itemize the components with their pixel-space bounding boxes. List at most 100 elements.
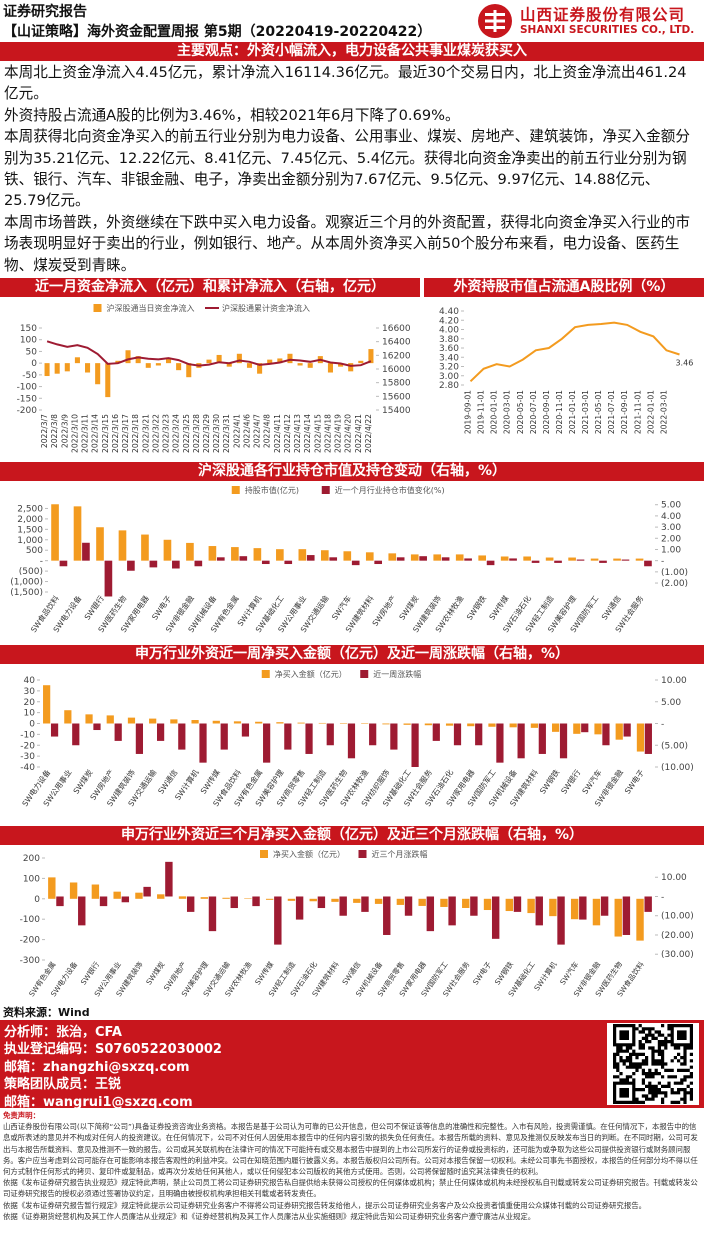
bar <box>488 723 496 727</box>
bar <box>500 556 509 561</box>
x-tick-label: SW汽车 <box>558 960 580 986</box>
x-tick-label: 2022/4/19 <box>334 414 343 453</box>
bar <box>244 898 252 899</box>
bar <box>48 877 56 899</box>
bar <box>523 556 531 561</box>
bar <box>246 363 253 368</box>
chart-title: 沪深股通各行业持仓市值及持仓变动（右轴，%） <box>0 462 704 481</box>
bar <box>309 898 317 902</box>
bar <box>329 557 338 561</box>
x-tick-label: 2020-01-01 <box>490 390 499 434</box>
x-tick-label: 2022/3/24 <box>172 414 181 453</box>
bar <box>614 898 622 937</box>
source-note: 资料来源：Wind <box>3 1006 90 1019</box>
y-tick-label: 3.20 <box>439 363 459 373</box>
chart-title: 近一月资金净流入（亿元）和累计净流入（右轴，亿元） <box>0 278 420 297</box>
bar <box>390 723 398 750</box>
x-tick-label: SW银行 <box>82 593 106 622</box>
bar <box>545 557 554 561</box>
x-tick-label: 2020-07-01 <box>529 390 538 434</box>
x-tick-label: 2022/3/22 <box>151 414 160 453</box>
x-tick-label: 2022/3/8 <box>50 414 59 448</box>
company-logo <box>478 4 512 38</box>
y-tick-label: 2,500 <box>17 504 43 514</box>
disclaimer-title: 免责声明： <box>3 1111 40 1120</box>
x-tick-label: 2022/3/21 <box>141 414 150 453</box>
bar <box>590 558 599 561</box>
bar <box>163 539 172 561</box>
bar <box>267 359 273 364</box>
bar <box>535 896 543 926</box>
x-tick-label: 2022/3/25 <box>182 414 191 453</box>
bar <box>176 363 182 371</box>
x-tick-label: 2021-03-01 <box>581 390 590 434</box>
y-tick-label: 100 <box>20 336 37 346</box>
data-label: 3.46 <box>675 358 693 367</box>
bar <box>433 554 442 561</box>
bar <box>85 714 93 724</box>
y2-tick-label: - <box>661 892 664 902</box>
y2-tick-label: 10.00 <box>661 676 687 686</box>
legend-swatch <box>261 670 270 678</box>
bar <box>287 353 293 364</box>
bar <box>172 560 180 569</box>
x-tick-label: SW通信 <box>340 960 362 986</box>
bar <box>517 723 525 759</box>
bar <box>644 896 652 912</box>
bar <box>368 349 374 364</box>
bar <box>599 560 607 563</box>
y-tick-label: 4.20 <box>439 316 459 326</box>
y-tick-label: 4.00 <box>439 326 459 336</box>
bar <box>383 896 391 935</box>
bar <box>54 363 60 374</box>
bar <box>239 556 248 561</box>
bar <box>559 723 568 759</box>
x-tick-label: 2019-09-01 <box>464 390 473 434</box>
bar <box>257 363 263 374</box>
y2-tick-label: (20.00) <box>661 931 694 941</box>
bar <box>353 898 361 903</box>
bar <box>635 558 644 561</box>
x-tick-label: 2021-09-01 <box>620 390 629 434</box>
bar <box>306 555 315 561</box>
bar <box>382 723 390 725</box>
bar <box>470 896 478 916</box>
bar <box>178 723 186 750</box>
contact-line: 策略团队成员：王锐 <box>4 1077 122 1093</box>
disclaimer: 免责声明： 山西证券股份有限公司(以下简称“公司”)具备证券投资咨询业务资格。本… <box>3 1110 701 1242</box>
bar <box>403 723 411 725</box>
y2-tick-label: 5.00 <box>661 698 681 708</box>
y2-tick-label: 16000 <box>382 365 411 375</box>
y-tick-label: 0 <box>31 359 37 369</box>
y2-tick-label: - <box>661 720 664 730</box>
x-tick-label: 2021-07-01 <box>607 390 616 434</box>
bar <box>149 560 158 568</box>
bar <box>99 896 108 907</box>
bar <box>186 363 192 378</box>
bar <box>253 548 262 561</box>
bar <box>149 718 157 724</box>
bar <box>369 723 377 746</box>
summary: 本周北上资金净流入4.45亿元，累计净流入16114.36亿元。最近30个交易日… <box>4 62 701 276</box>
y-tick-label: (1,500) <box>10 588 43 598</box>
bar <box>554 560 562 563</box>
bar <box>343 551 352 561</box>
bar <box>186 896 195 912</box>
bar <box>339 723 348 724</box>
bar <box>581 723 589 733</box>
y-tick-label: 10 <box>24 709 36 719</box>
x-tick-label: 2022/3/16 <box>111 414 120 453</box>
x-tick-label: 2022/4/12 <box>283 414 292 453</box>
bar <box>230 896 238 909</box>
x-tick-label: 2022/4/7 <box>253 414 262 448</box>
bar <box>644 723 652 754</box>
bar <box>284 560 293 565</box>
bar <box>432 723 440 741</box>
bar <box>307 363 313 368</box>
y-tick-label: 0 <box>29 720 35 730</box>
bar <box>462 898 470 908</box>
bar <box>208 546 217 561</box>
x-tick-label: SW钢铁 <box>537 767 561 796</box>
x-tick-label: 2022/3/15 <box>101 414 110 453</box>
